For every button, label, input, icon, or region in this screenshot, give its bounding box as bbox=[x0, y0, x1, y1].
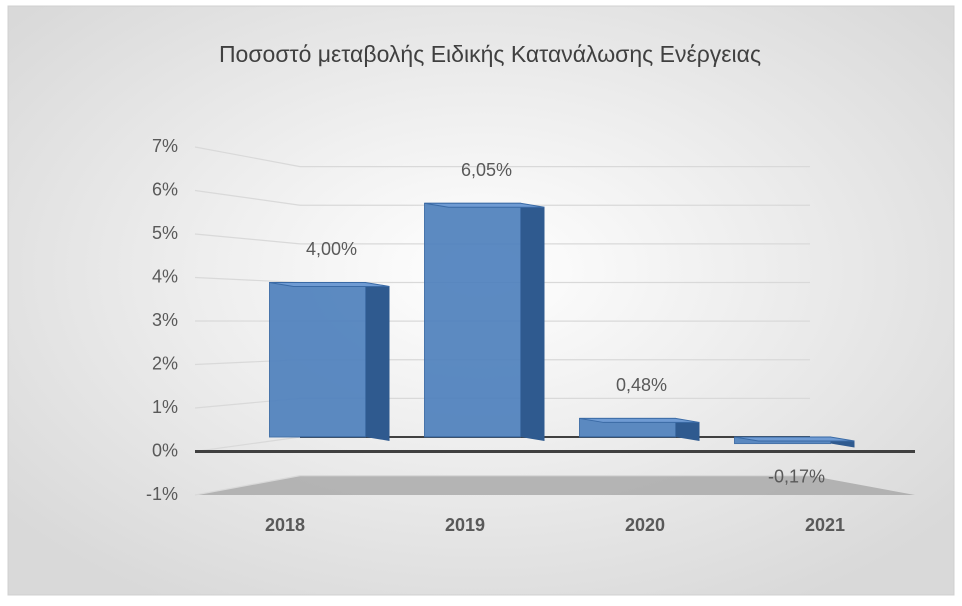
bar bbox=[425, 203, 521, 437]
x-tick-label: 2020 bbox=[625, 515, 665, 535]
y-tick-label: 5% bbox=[152, 223, 178, 243]
bar-top bbox=[425, 203, 545, 207]
value-label: 4,00% bbox=[306, 239, 357, 259]
chart-title: Ποσοστό μεταβολής Ειδικής Κατανάλωσης Εν… bbox=[219, 41, 761, 67]
x-tick-label: 2019 bbox=[445, 515, 485, 535]
y-tick-label: 4% bbox=[152, 266, 178, 286]
x-tick-label: 2018 bbox=[265, 515, 305, 535]
bar bbox=[270, 282, 366, 437]
value-label: -0,17% bbox=[768, 466, 825, 486]
value-label: 0,48% bbox=[616, 375, 667, 395]
bar-side bbox=[521, 203, 545, 441]
y-tick-label: 3% bbox=[152, 310, 178, 330]
bar-side bbox=[366, 282, 390, 441]
y-tick-label: 0% bbox=[152, 440, 178, 460]
y-tick-label: 2% bbox=[152, 353, 178, 373]
y-tick-label: 6% bbox=[152, 179, 178, 199]
bar-top bbox=[270, 282, 390, 286]
y-tick-label: -1% bbox=[146, 484, 178, 504]
x-tick-label: 2021 bbox=[805, 515, 845, 535]
value-label: 6,05% bbox=[461, 160, 512, 180]
y-tick-label: 7% bbox=[152, 136, 178, 156]
bar-top bbox=[735, 437, 855, 441]
bar-top bbox=[580, 418, 700, 422]
y-tick-label: 1% bbox=[152, 397, 178, 417]
